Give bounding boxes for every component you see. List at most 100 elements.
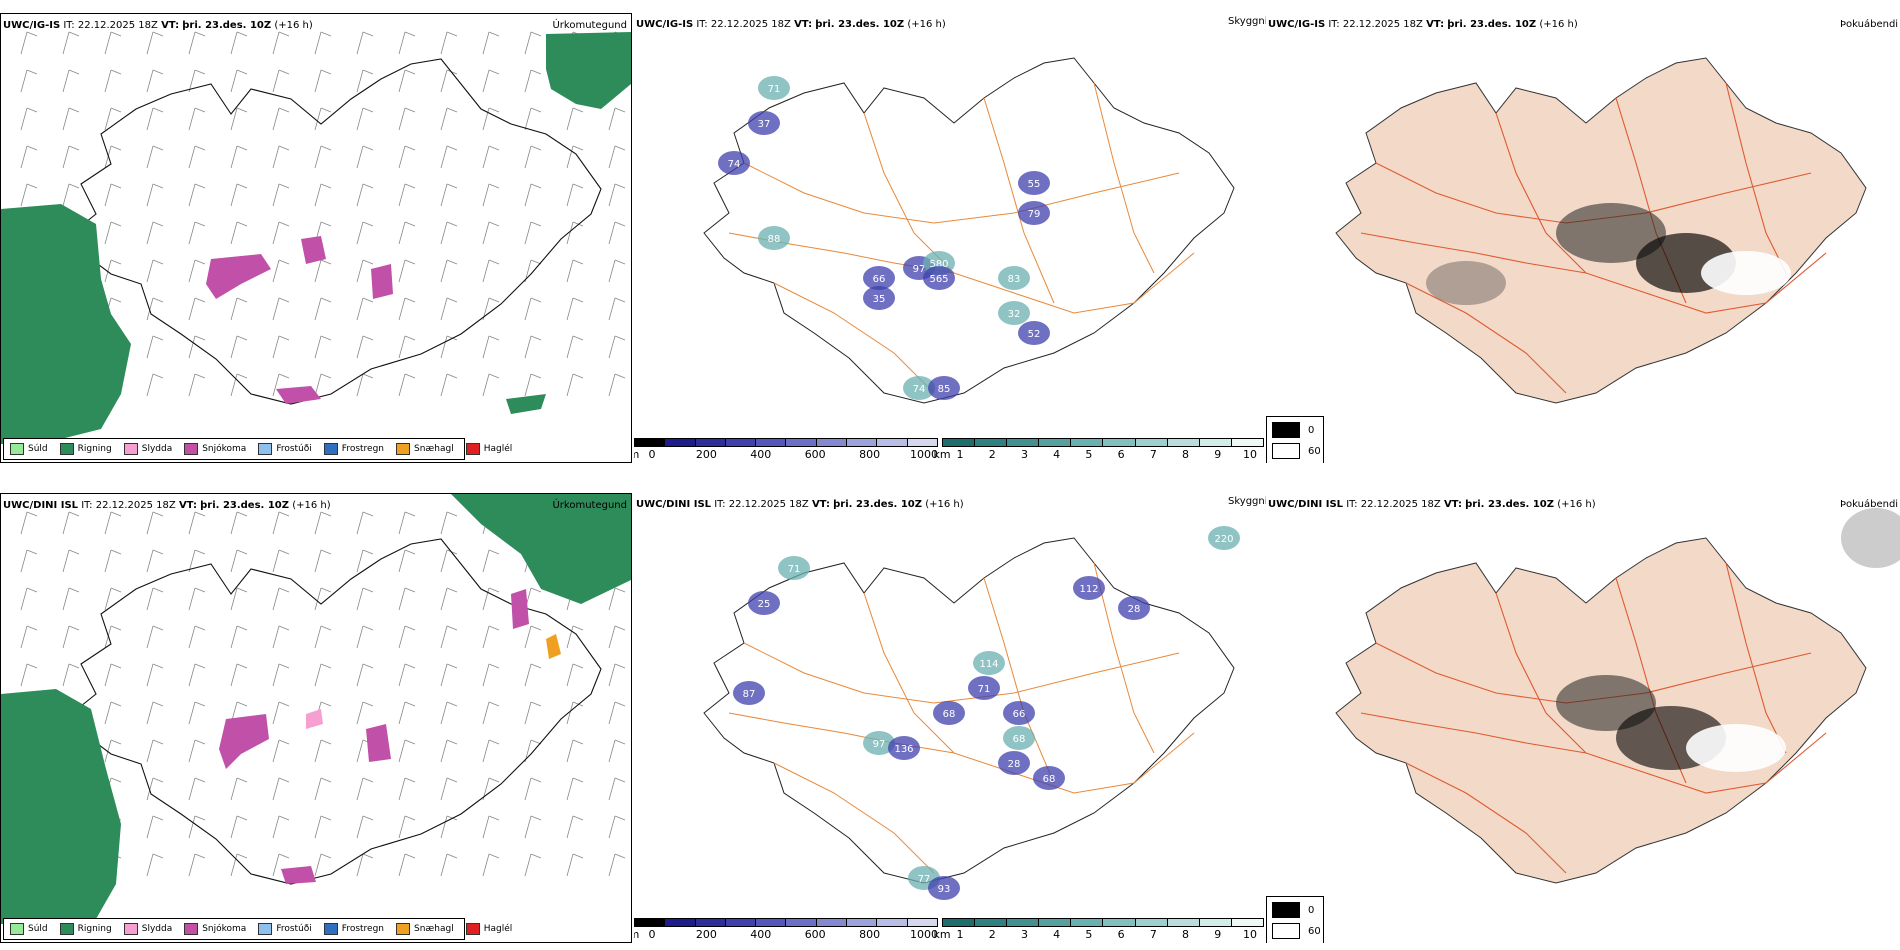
wind-barb-flag <box>320 221 332 227</box>
wind-barb-flag <box>236 625 248 631</box>
wind-barb-flag <box>68 549 80 555</box>
ceiling-value-label: 68 <box>1043 774 1056 785</box>
wind-barb-flag <box>362 259 374 265</box>
wind-barb <box>566 335 574 359</box>
wind-barb-flag <box>194 739 206 745</box>
wind-barb <box>440 183 448 207</box>
wind-barb-flag <box>110 587 122 593</box>
wind-barb-flag <box>236 701 248 707</box>
wind-barb-flag <box>530 107 542 113</box>
wind-barb <box>20 107 28 131</box>
wind-barb-flag <box>194 587 206 593</box>
wind-barb <box>398 335 406 359</box>
wind-barb-flag <box>488 107 500 113</box>
wind-barb-flag <box>572 107 584 113</box>
ceiling-value-label: 220 <box>1214 534 1233 545</box>
wind-barb-flag <box>236 511 248 517</box>
wind-barb <box>608 663 616 687</box>
wind-barb-flag <box>404 587 416 593</box>
ceiling-cell <box>933 701 965 725</box>
wind-barb-flag <box>488 739 500 745</box>
ceiling-cell <box>998 266 1030 290</box>
wind-barb <box>566 815 574 839</box>
wind-barb-flag <box>68 145 80 151</box>
ceiling-value-label: 83 <box>1008 274 1021 285</box>
wind-barb <box>524 183 532 207</box>
wind-barb-flag <box>320 625 332 631</box>
wind-barb <box>398 183 406 207</box>
ceiling-value-label: 85 <box>938 384 951 395</box>
wind-barb-flag <box>488 373 500 379</box>
wind-barb <box>356 701 364 725</box>
ceiling-colorbar-tick: 400 <box>750 448 772 461</box>
ceiling-value-label: 32 <box>1008 309 1021 320</box>
wind-barb-flag <box>236 335 248 341</box>
wind-barb <box>524 777 532 801</box>
wind-barb-flag <box>614 373 626 379</box>
wind-barb <box>230 549 238 573</box>
road <box>1495 592 1587 754</box>
wind-barb <box>356 69 364 93</box>
wind-barb <box>482 625 490 649</box>
wind-barb <box>440 31 448 55</box>
wind-barb <box>146 107 154 131</box>
wind-barb <box>482 373 490 397</box>
ceiling-colorbar-tick: 1000 <box>910 928 938 941</box>
wind-barb-flag <box>236 297 248 303</box>
visibility-colorbar-cell <box>1039 919 1072 926</box>
legend-item: Snæhagl <box>396 443 454 455</box>
wind-barb <box>146 31 154 55</box>
wind-barb-flag <box>488 777 500 783</box>
visibility-colorbar-tick: 4 <box>1053 448 1061 461</box>
ceiling-value-label: 71 <box>978 684 991 695</box>
visibility-colorbar-tick: 10 <box>1243 928 1257 941</box>
wind-barb-flag <box>404 701 416 707</box>
wind-barb <box>356 549 364 573</box>
ceiling-value-label: 112 <box>1079 584 1098 595</box>
ceiling-colorbar-cell <box>725 919 757 926</box>
wind-barb-flag <box>236 145 248 151</box>
wind-barb-flag <box>110 31 122 37</box>
visibility-map-row2: 220 112 28 71 25 87 97 136 68 114 71 66 68 28 68 77 93 <box>703 526 1240 900</box>
ceiling-colorbar-tick: 800 <box>859 448 881 461</box>
wind-barb <box>524 335 532 359</box>
wind-barb <box>314 69 322 93</box>
wind-barb <box>146 587 154 611</box>
legend-swatch <box>10 443 24 455</box>
wind-barb <box>104 31 112 55</box>
wind-barb <box>188 587 196 611</box>
wind-barb-flag <box>404 625 416 631</box>
wind-barb-flag <box>614 587 626 593</box>
wind-barb <box>62 107 70 131</box>
wind-barb-flag <box>488 701 500 707</box>
legend-label: Súld <box>28 444 48 454</box>
wind-barb-flag <box>194 663 206 669</box>
wind-barb-flag <box>68 69 80 75</box>
fog-legend-label: 60 <box>1308 445 1321 457</box>
wind-barb-flag <box>320 663 332 669</box>
precip-map-row2 <box>1 494 631 924</box>
visibility-colorbar-tick: 9 <box>1214 448 1222 461</box>
wind-barb-flag <box>26 549 38 555</box>
wind-barb-flag <box>278 69 290 75</box>
wind-barb-flag <box>68 183 80 189</box>
visibility-colorbar-cell <box>1167 919 1200 926</box>
visibility-colorbar-tick: 3 <box>1020 448 1028 461</box>
wind-barb <box>314 373 322 397</box>
legend-item: Snjókoma <box>184 443 246 455</box>
wind-barb <box>230 145 238 169</box>
wind-barb-flag <box>488 259 500 265</box>
wind-barb <box>356 297 364 321</box>
visibility-colorbar-tick: 3 <box>1020 928 1028 941</box>
wind-barb-flag <box>530 31 542 37</box>
wind-barb-flag <box>362 221 374 227</box>
wind-barb-flag <box>572 739 584 745</box>
visibility-colorbar-cell <box>1199 439 1232 446</box>
wind-barb <box>188 31 196 55</box>
wind-barb-flag <box>320 145 332 151</box>
ceiling-cell <box>1003 726 1035 750</box>
ceiling-colorbar-unit: m <box>634 448 639 461</box>
ceiling-colorbar-tick: 200 <box>695 928 717 941</box>
visibility-colorbar-tick: 6 <box>1117 448 1125 461</box>
wind-barb <box>566 701 574 725</box>
